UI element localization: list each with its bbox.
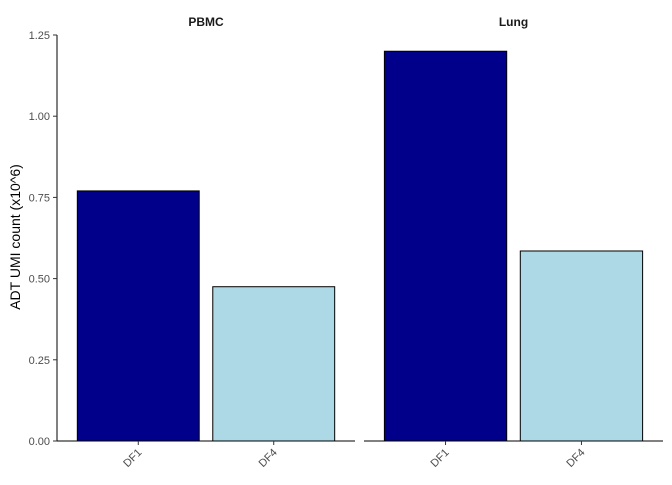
bar-pbmc-df4 <box>212 286 336 442</box>
facet-title: Lung <box>499 15 528 29</box>
y-tick-label: 0.25 <box>29 355 50 367</box>
x-tick-label: DF1 <box>121 447 144 470</box>
bar-pbmc-df1 <box>76 190 200 442</box>
facet-pbmc: PBMC DF1 DF4 <box>57 15 355 470</box>
x-tick-label: DF1 <box>428 447 451 470</box>
y-tick-label: 1.25 <box>29 30 50 42</box>
x-tick-label: DF4 <box>564 447 587 470</box>
facet-lung: Lung DF1 DF4 <box>364 15 663 470</box>
y-tick-label: 0.50 <box>29 274 50 286</box>
y-tick-label: 1.00 <box>29 111 50 123</box>
y-tick-label: 0.00 <box>29 436 50 448</box>
x-tick-label: DF4 <box>257 447 280 470</box>
y-tick-label: 0.75 <box>29 192 50 204</box>
facets: PBMC DF1 DF4 Lung DF1 DF4 <box>57 15 663 470</box>
y-axis-title: ADT UMI count (x10^6) <box>7 164 23 310</box>
bar-lung-df1 <box>383 50 508 442</box>
facet-title: PBMC <box>188 15 224 29</box>
y-axis: 0.00 0.25 0.50 0.75 1.00 1.25 <box>29 30 58 448</box>
bar-lung-df4 <box>519 250 644 442</box>
